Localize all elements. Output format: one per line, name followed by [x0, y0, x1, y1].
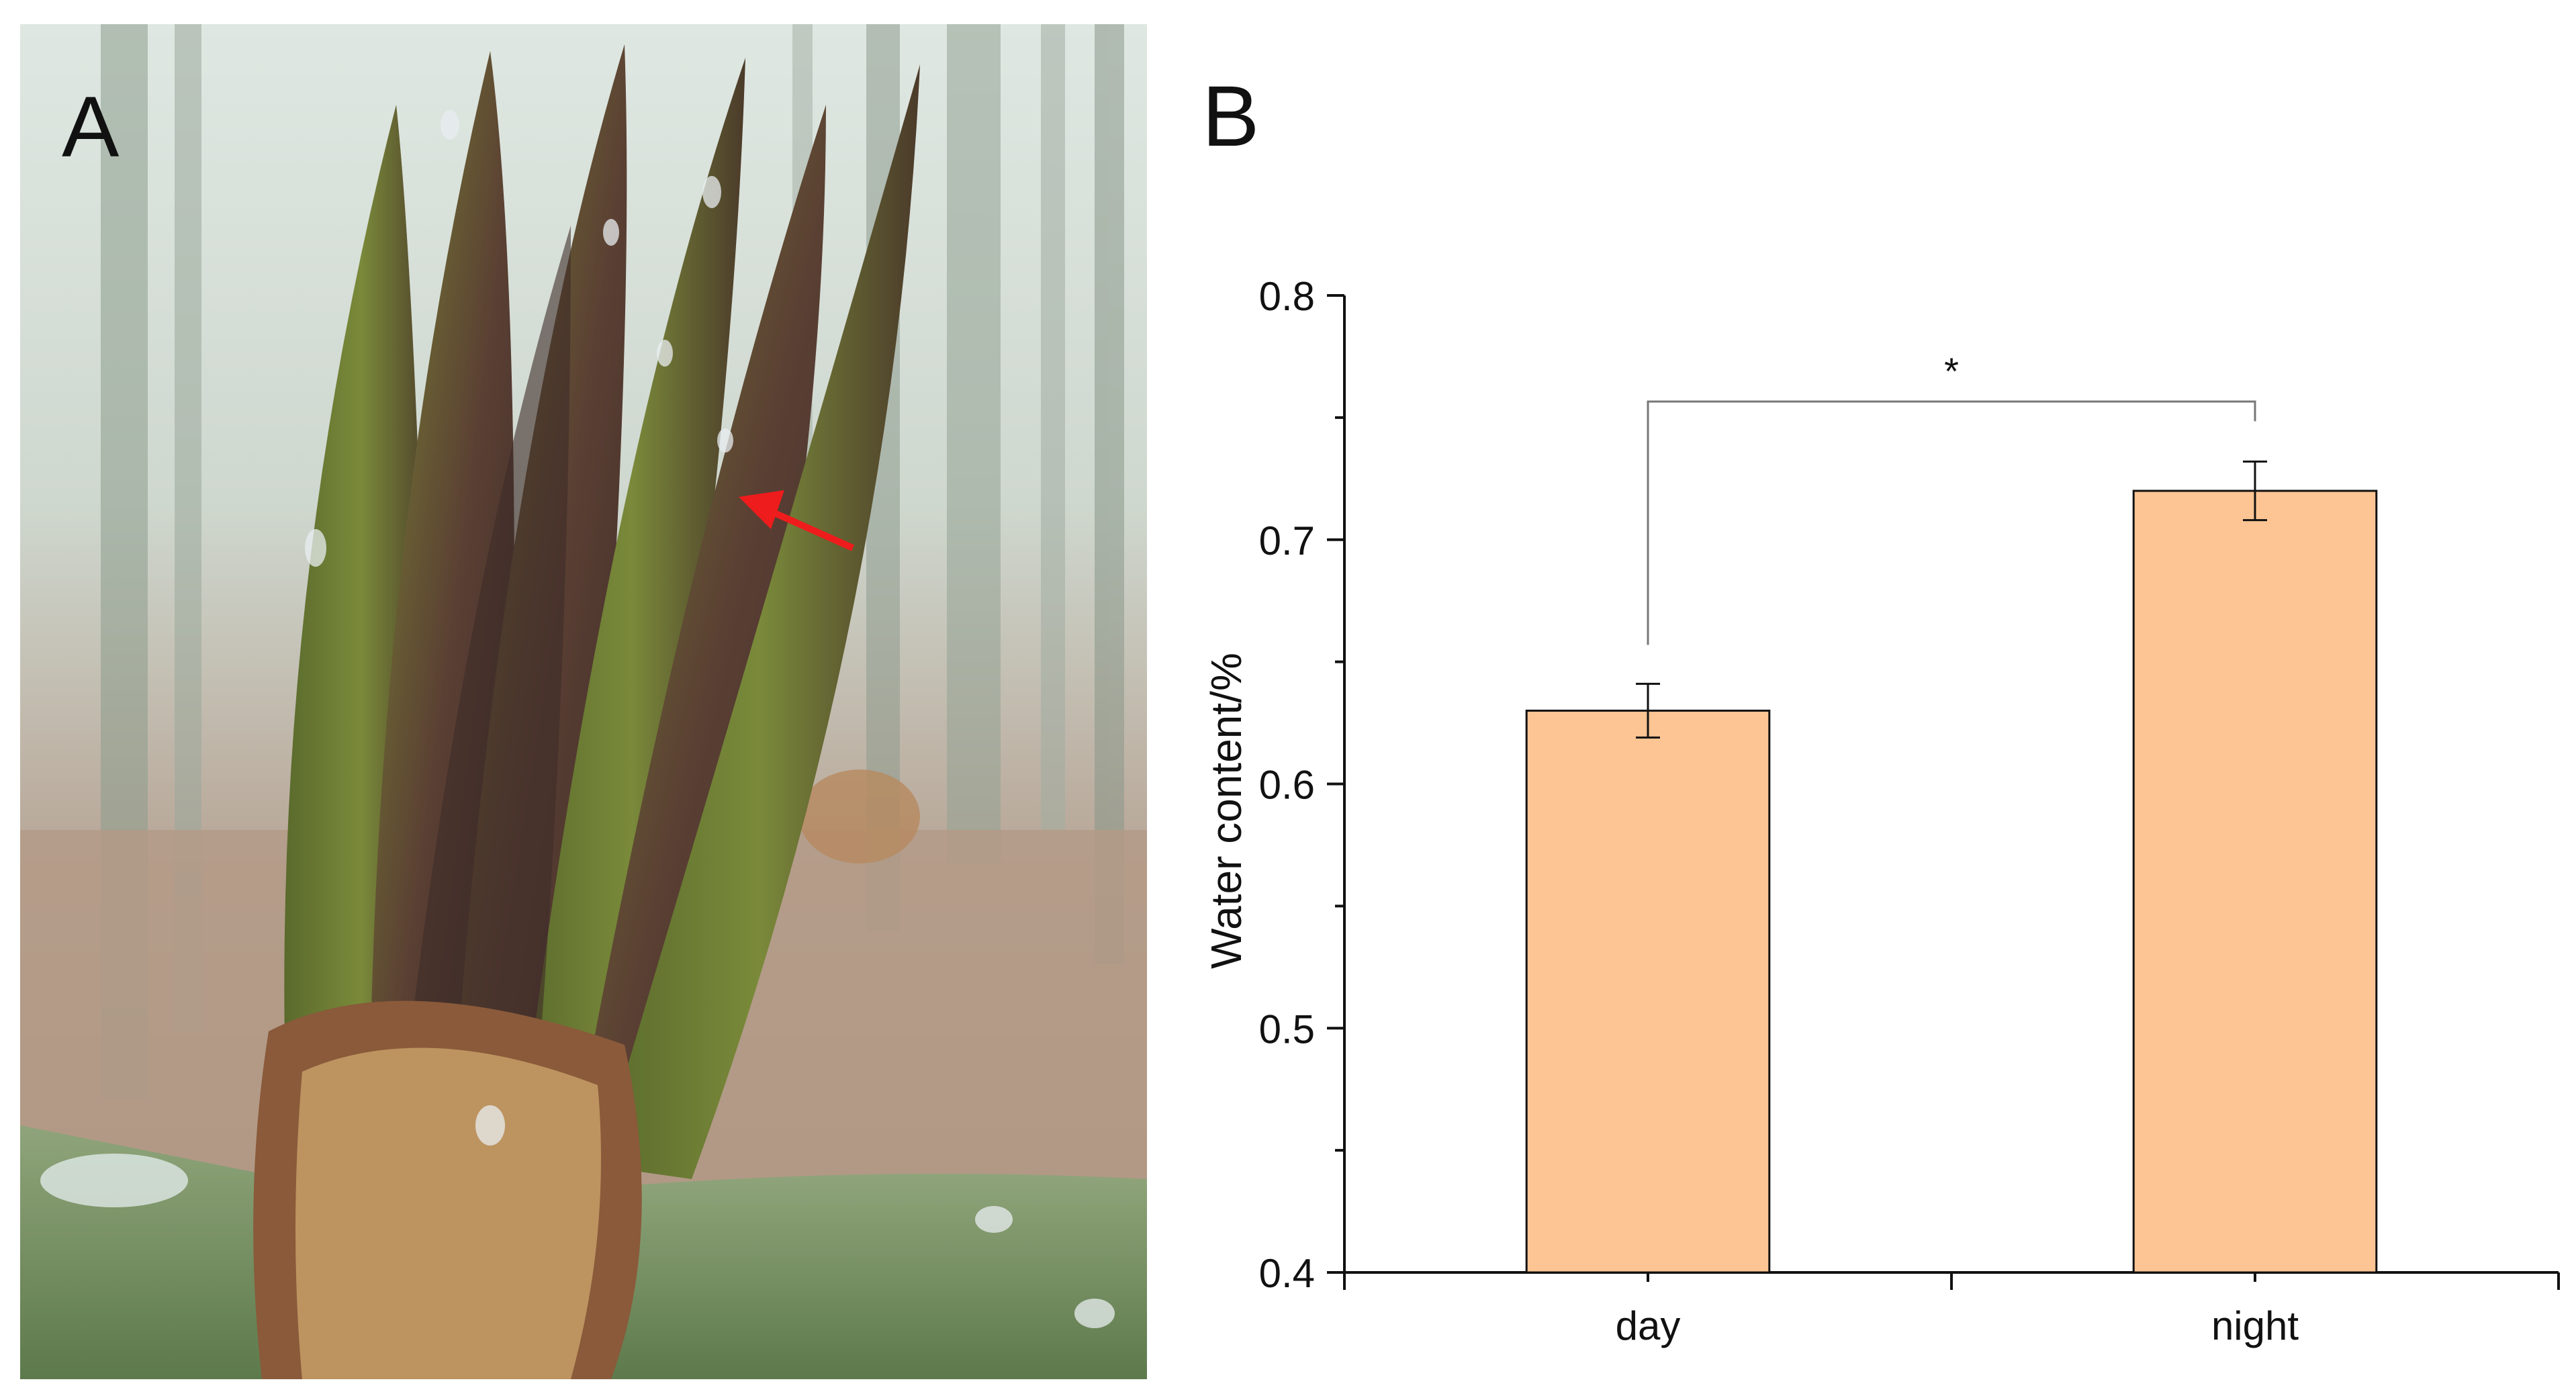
error-bar-day: [1636, 682, 1660, 739]
y-tick-label: 0.5: [1259, 1007, 1315, 1052]
y-tick-label: 0.4: [1259, 1251, 1315, 1296]
y-tick-label: 0.7: [1259, 518, 1315, 563]
photo-illustration: [20, 24, 1147, 1379]
water-content-bar-chart: 0.4 0.5 0.6 0.7 0.8 day night * Water content…: [1202, 274, 2560, 1348]
y-ticks: 0.4 0.5 0.6 0.7 0.8: [1259, 274, 1344, 1296]
significance-star: *: [1944, 350, 1959, 392]
panel-label-b: B: [1202, 68, 1260, 165]
significance-line: [1647, 400, 2256, 645]
red-arrow-icon: [739, 490, 855, 551]
y-tick-label: 0.6: [1259, 763, 1315, 808]
x-tick-label-night: night: [2211, 1303, 2299, 1348]
bars: [1525, 490, 2378, 1274]
x-tick-label-day: day: [1616, 1303, 1681, 1348]
bamboo-shoot-photo: [20, 24, 1147, 1379]
y-tick-label: 0.8: [1259, 274, 1315, 319]
significance-bracket: *: [1647, 350, 2256, 645]
y-axis-label: Water content/%: [1202, 653, 1250, 969]
bar-night: [2132, 490, 2378, 1274]
x-ticks: day night: [1343, 1272, 2560, 1348]
error-bar-night: [2243, 460, 2267, 522]
panel-label-a: A: [62, 79, 120, 175]
y-axis: 0.4 0.5 0.6 0.7 0.8: [1259, 274, 1346, 1296]
error-bars: [1636, 460, 2267, 739]
x-axis: day night: [1343, 1271, 2560, 1348]
bar-day: [1525, 709, 1771, 1274]
